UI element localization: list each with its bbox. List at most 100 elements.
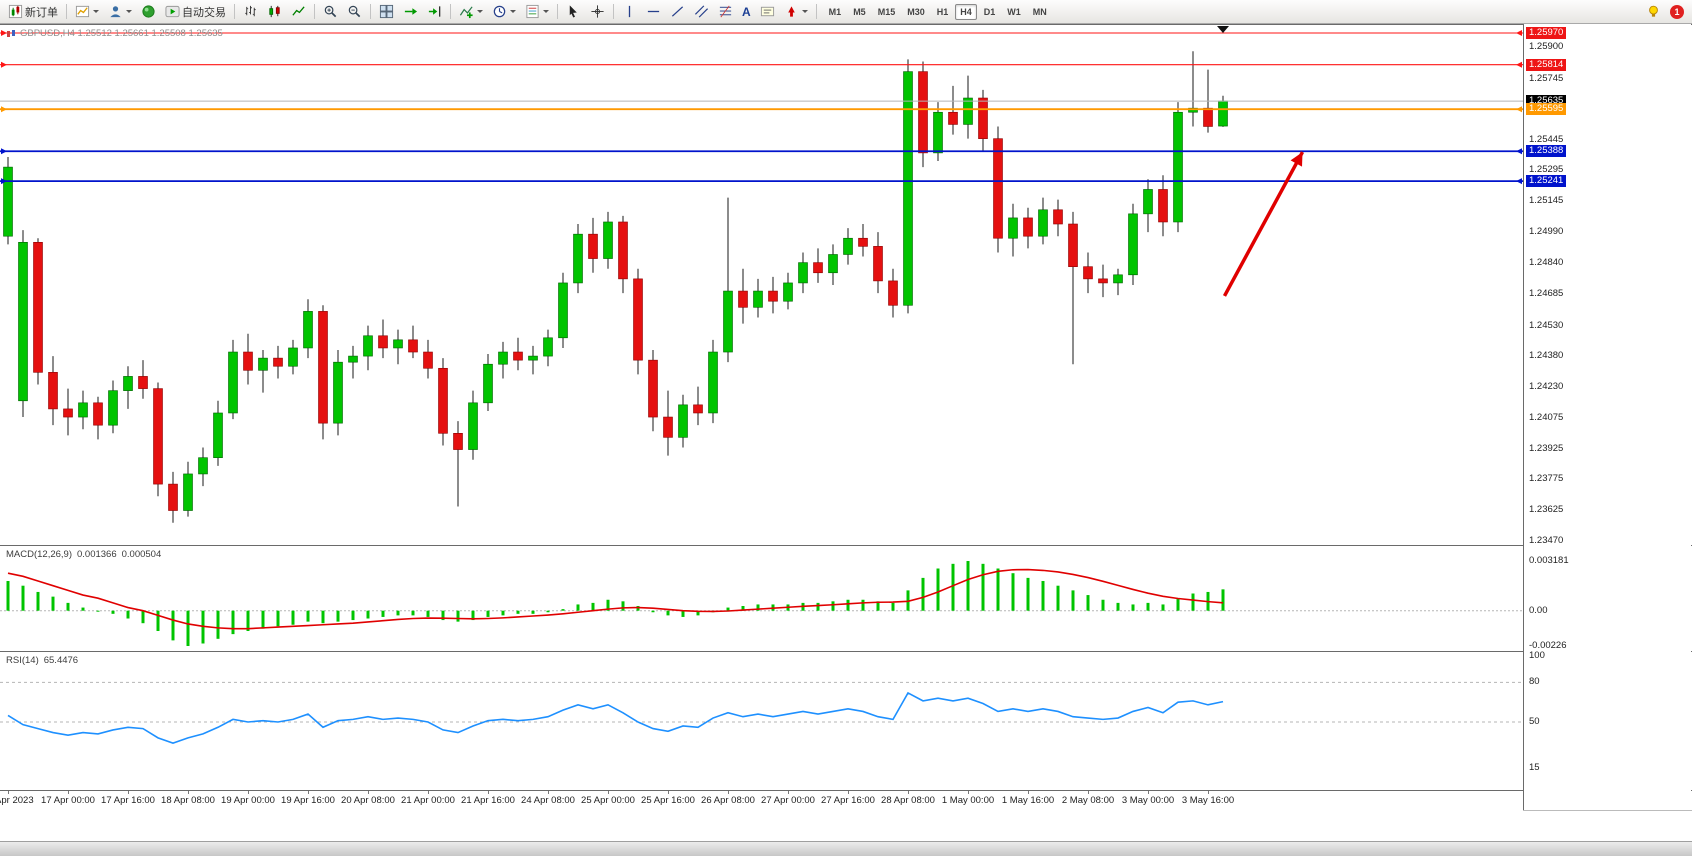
time-label: 27 Apr 16:00	[821, 795, 875, 806]
hlines-layer[interactable]	[0, 30, 1523, 185]
time-axis[interactable]: 14 Apr 2023 17 Apr 00:00 17 Apr 16:00 18 Ap…	[0, 791, 1523, 811]
price-axis-border	[1523, 24, 1524, 810]
trendline-icon	[671, 6, 684, 17]
panel-divider-time	[0, 790, 1692, 791]
dropdown-caret-icon	[477, 10, 483, 13]
line-chart-button[interactable]	[287, 1, 310, 23]
new-order-icon	[8, 4, 23, 19]
chart-canvas[interactable]	[0, 24, 1523, 810]
autotrading-icon	[165, 5, 180, 18]
time-label: 21 Apr 00:00	[401, 795, 455, 806]
bar-chart-button[interactable]	[239, 1, 262, 23]
indicators-button[interactable]	[455, 1, 487, 23]
price-label: 1.23925	[1529, 442, 1564, 454]
chart-shift-button[interactable]	[423, 1, 446, 23]
timeframe-button-w1[interactable]: W1	[1007, 6, 1021, 17]
macd-scale-label: 0.00	[1529, 604, 1548, 616]
crosshair-icon	[591, 5, 604, 18]
zoom-in-button[interactable]	[319, 1, 342, 23]
time-label: 28 Apr 08:00	[881, 795, 935, 806]
time-label: 20 Apr 08:00	[341, 795, 395, 806]
crosshair-button[interactable]	[586, 1, 609, 23]
indicators-icon	[459, 6, 473, 19]
time-tick-mark	[428, 791, 429, 794]
text-label-tool-button[interactable]	[756, 1, 779, 23]
dropdown-caret-icon	[510, 10, 516, 13]
arrows-tool-icon	[787, 6, 795, 17]
navigator-button[interactable]	[137, 1, 160, 23]
price-label: 1.25295	[1529, 164, 1564, 176]
trendline-tool-button[interactable]	[666, 1, 689, 23]
time-tick-mark	[968, 791, 969, 794]
timeframe-button-m30[interactable]: M30	[907, 6, 925, 17]
zoom-out-button[interactable]	[343, 1, 366, 23]
time-tick-mark	[548, 791, 549, 794]
time-label: 19 Apr 16:00	[281, 795, 335, 806]
profiles-button[interactable]	[104, 1, 136, 23]
price-label: 1.25145	[1529, 194, 1564, 206]
timeframe-button-m5[interactable]: M5	[853, 6, 866, 17]
price-label: 1.24685	[1529, 288, 1564, 300]
panel-divider-macd[interactable]	[0, 545, 1692, 546]
macd-signal-value: 0.000504	[121, 549, 162, 560]
toolbar: 新订单 自动交易	[0, 0, 1692, 24]
autotrading-label: 自动交易	[182, 6, 226, 19]
horizontal-line-tool-button[interactable]	[642, 1, 665, 23]
help-button[interactable]	[1642, 1, 1665, 23]
toolbar-separator	[66, 4, 67, 19]
price-label: 1.25900	[1529, 41, 1564, 53]
time-label: 27 Apr 00:00	[761, 795, 815, 806]
price-label: 1.25970	[1526, 27, 1567, 39]
timeframe-button-m15[interactable]: M15	[877, 6, 896, 17]
timeframe-button-m1[interactable]: M1	[828, 6, 842, 17]
chart-shift-icon	[428, 6, 441, 17]
line-chart-icon	[292, 6, 305, 16]
periods-button[interactable]	[488, 1, 520, 23]
price-axis[interactable]: 1.25970 1.25900 1.25814 1.25745 1.25635 1.255…	[1524, 24, 1691, 810]
channel-tool-button[interactable]	[690, 1, 713, 23]
notifications-button[interactable]: 1	[1666, 1, 1688, 23]
tile-windows-button[interactable]	[375, 1, 398, 23]
cursor-button[interactable]	[562, 1, 585, 23]
price-label: 1.23775	[1529, 473, 1564, 485]
rsi-scale-label: 15	[1529, 762, 1540, 774]
macd-indicator-label: MACD(12,26,9) 0.001366 0.000504	[6, 549, 161, 560]
price-label: 1.25241	[1526, 175, 1567, 188]
auto-scroll-icon	[404, 8, 418, 15]
templates-button[interactable]	[521, 1, 553, 23]
time-tick-mark	[308, 791, 309, 794]
time-tick-mark	[1028, 791, 1029, 794]
trend-arrow-annotation[interactable]	[1222, 151, 1305, 297]
toolbar-separator	[613, 4, 614, 19]
arrows-tool-button[interactable]	[780, 1, 812, 23]
dropdown-caret-icon	[126, 10, 132, 13]
time-label: 25 Apr 16:00	[641, 795, 695, 806]
price-label: 1.24380	[1529, 350, 1564, 362]
fibonacci-icon	[719, 5, 732, 18]
panel-divider-rsi[interactable]	[0, 651, 1692, 652]
time-label: 2 May 08:00	[1061, 795, 1115, 806]
macd-main-value: 0.001366	[77, 549, 117, 560]
price-label: 1.23470	[1529, 535, 1564, 546]
time-tick-mark	[788, 791, 789, 794]
tile-windows-icon	[379, 4, 394, 19]
fibonacci-tool-button[interactable]	[714, 1, 737, 23]
dropdown-caret-icon	[543, 10, 549, 13]
price-label: 1.25814	[1526, 58, 1567, 71]
auto-scroll-button[interactable]	[399, 1, 422, 23]
autotrading-button[interactable]: 自动交易	[161, 1, 230, 23]
new-chart-button[interactable]	[71, 1, 103, 23]
new-chart-icon	[75, 5, 90, 18]
time-label: 3 May 00:00	[1121, 795, 1175, 806]
timeframe-button-h1[interactable]: H1	[936, 6, 949, 17]
timeframe-button-mn[interactable]: MN	[1032, 6, 1047, 17]
text-tool-button[interactable]: A	[738, 1, 755, 23]
new-order-button[interactable]: 新订单	[4, 1, 62, 23]
timeframe-button-d1[interactable]: D1	[983, 6, 996, 17]
vertical-line-tool-button[interactable]	[618, 1, 641, 23]
candlestick-chart-button[interactable]	[263, 1, 286, 23]
time-tick-mark	[1208, 791, 1209, 794]
time-label: 18 Apr 08:00	[161, 795, 215, 806]
timeframe-button-h4[interactable]: H4	[955, 3, 977, 20]
price-label: 1.25595	[1526, 103, 1567, 116]
